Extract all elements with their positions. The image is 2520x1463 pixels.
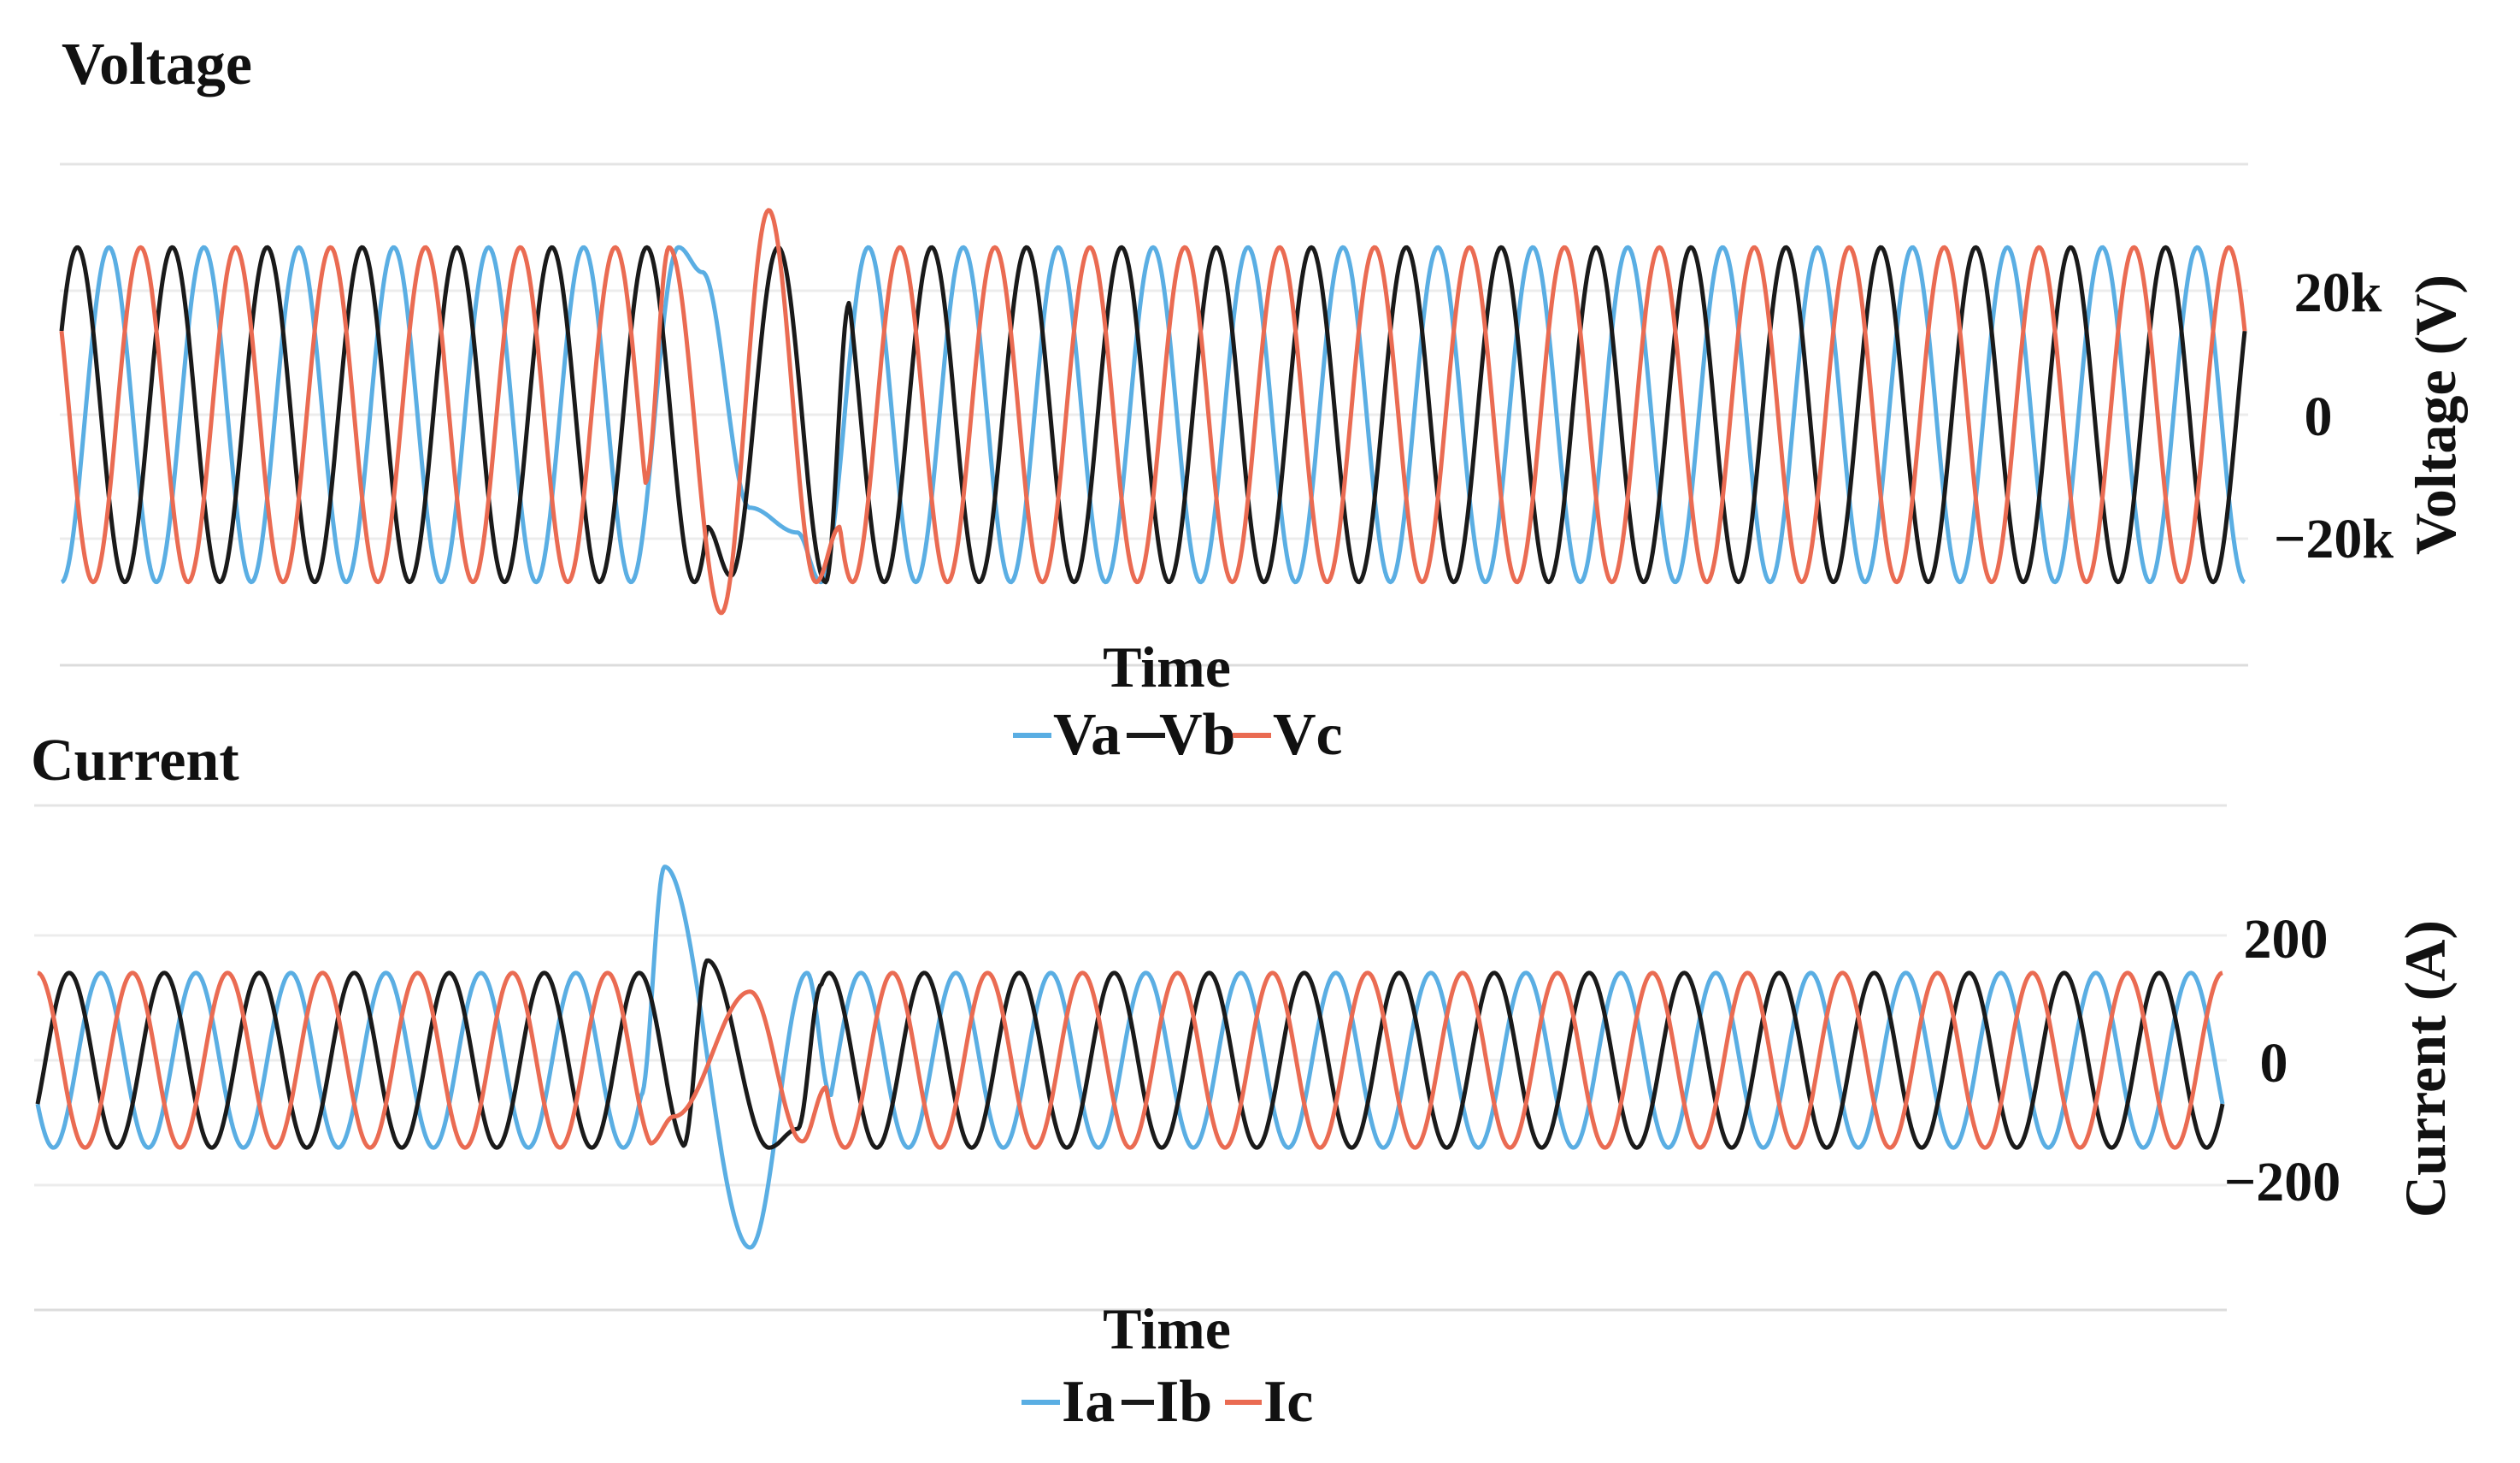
current-y-tick-200: 200	[2244, 908, 2329, 970]
series-line-ic	[37, 970, 2223, 1150]
legend-label-va: Va	[1053, 702, 1121, 768]
current-chart: Current 200 0 −200 Current (A) Time Ia I…	[31, 728, 2458, 1435]
legend-label-ib: Ib	[1156, 1369, 1212, 1435]
current-chart-title: Current	[31, 728, 239, 793]
current-gridlines	[34, 804, 2227, 1312]
voltage-chart: Voltage 20k 0 −20k Voltage (V) Time Va V…	[59, 32, 2468, 768]
series-line-ia	[35, 864, 2225, 1250]
current-y-axis-label: Current (A)	[2393, 920, 2458, 1218]
voltage-y-tick-0: 0	[2305, 386, 2333, 448]
voltage-chart-title: Voltage	[62, 32, 252, 97]
legend-label-vb: Vb	[1159, 702, 1235, 768]
voltage-series-plot	[59, 208, 2247, 616]
voltage-x-axis-label: Time	[1103, 634, 1231, 699]
voltage-y-tick-20k: 20k	[2294, 262, 2382, 324]
voltage-y-axis-label: Voltage (V)	[2403, 274, 2468, 555]
current-x-axis-label: Time	[1103, 1296, 1231, 1361]
current-series-plot	[35, 864, 2225, 1250]
current-y-tick-0: 0	[2260, 1032, 2288, 1094]
current-legend: Ia Ib Ic	[1022, 1369, 1313, 1435]
legend-label-vc: Vc	[1273, 702, 1343, 768]
current-y-tick-minus200: −200	[2224, 1151, 2341, 1213]
series-line-vc	[59, 208, 2247, 616]
legend-label-ia: Ia	[1062, 1369, 1115, 1435]
legend-label-ic: Ic	[1263, 1369, 1313, 1435]
voltage-legend: Va Vb Vc	[1013, 702, 1343, 768]
voltage-y-tick-minus20k: −20k	[2274, 508, 2394, 570]
